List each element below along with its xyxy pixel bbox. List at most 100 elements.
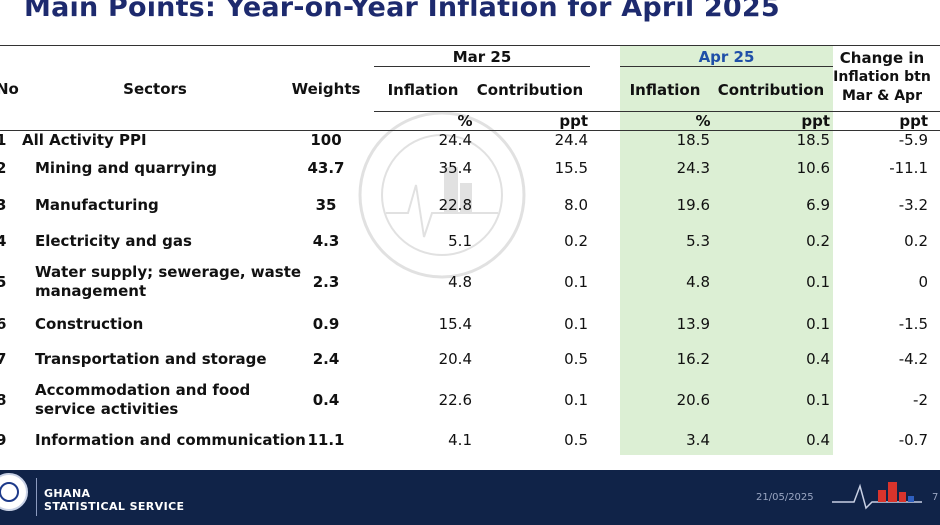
row-mar-inflation: 24.4 [438,131,472,149]
row-sector: Accommodation and food [35,381,251,399]
row-number: 2 [0,159,7,177]
row-sector: Water supply; sewerage, waste [35,263,302,281]
row-weight: 35 [315,196,337,214]
row-number: 8 [0,391,7,409]
row-apr-contribution: 10.6 [796,159,830,177]
pulse-bars-icon [832,482,922,510]
header-no: No [0,80,19,98]
row-weight: 43.7 [307,159,345,177]
header-mar-contribution: Contribution [476,81,584,99]
row-weight: 0.4 [312,391,340,409]
row-mar-inflation: 22.6 [438,391,472,409]
row-mar-inflation: 35.4 [438,159,472,177]
row-change: -0.7 [898,431,928,449]
apr-group-rule [620,66,833,67]
header-sectors: Sectors [123,80,187,98]
row-number: 1 [0,131,7,149]
row-apr-inflation: 19.6 [676,196,710,214]
row-number: 7 [0,350,7,368]
footer-page-number: 7 [932,492,939,503]
row-apr-inflation: 13.9 [676,315,710,333]
row-mar-contribution: 15.5 [554,159,588,177]
row-number: 5 [0,273,7,291]
header-top-rule [0,45,940,46]
row-change: 0 [918,273,928,291]
row-apr-inflation: 3.4 [686,431,710,449]
row-apr-inflation: 18.5 [676,131,710,149]
header-weights: Weights [291,80,361,98]
row-mar-contribution: 0.1 [564,391,588,409]
row-apr-contribution: 0.1 [806,315,830,333]
row-sector: Construction [35,315,144,333]
row-mar-contribution: 0.1 [564,315,588,333]
header-apr-contribution: Contribution [717,81,825,99]
row-sector: All Activity PPI [22,131,147,149]
row-sector: Electricity and gas [35,232,192,250]
unit-apr-pct: % [695,112,711,130]
header-apr: Apr 25 [620,48,833,66]
row-change: 0.2 [904,232,928,250]
row-weight: 4.3 [312,232,340,250]
row-number: 9 [0,431,7,449]
row-mar-contribution: 0.5 [564,350,588,368]
row-apr-contribution: 0.2 [806,232,830,250]
row-change: -1.5 [898,315,928,333]
row-weight: 100 [310,131,342,149]
row-sector: Information and communication [35,431,306,449]
row-apr-inflation: 4.8 [686,273,710,291]
row-apr-contribution: 0.4 [806,431,830,449]
row-weight: 11.1 [307,431,345,449]
row-mar-contribution: 24.4 [554,131,588,149]
row-mar-contribution: 0.5 [564,431,588,449]
row-number: 3 [0,196,7,214]
header-bottom-rule [0,130,940,131]
row-mar-inflation: 22.8 [438,196,472,214]
header-apr-label: Apr 25 [698,48,755,66]
apr-column-highlight [620,45,833,455]
row-apr-contribution: 0.1 [806,273,830,291]
row-mar-inflation: 20.4 [438,350,472,368]
header-change-line1: Change in [839,49,925,67]
row-apr-inflation: 20.6 [676,391,710,409]
unit-change-ppt: ppt [899,112,928,130]
row-mar-contribution: 8.0 [564,196,588,214]
row-apr-contribution: 18.5 [796,131,830,149]
row-weight: 0.9 [312,315,340,333]
row-mar-inflation: 4.8 [448,273,472,291]
unit-apr-ppt: ppt [801,112,830,130]
row-change: -2 [913,391,928,409]
row-weight: 2.3 [312,273,340,291]
row-change: -11.1 [889,159,928,177]
row-weight: 2.4 [312,350,340,368]
footer-brand-line2: STATISTICAL SERVICE [44,500,185,513]
row-mar-inflation: 4.1 [448,431,472,449]
mar-group-rule [374,66,590,67]
row-sector: service activities [35,400,179,418]
row-number: 4 [0,232,7,250]
row-apr-contribution: 0.4 [806,350,830,368]
row-number: 6 [0,315,7,333]
row-apr-contribution: 6.9 [806,196,830,214]
row-change: -4.2 [898,350,928,368]
row-mar-inflation: 15.4 [438,315,472,333]
header-mar: Mar 25 [452,48,512,66]
row-sector: management [35,282,147,300]
row-apr-inflation: 24.3 [676,159,710,177]
row-sector: Manufacturing [35,196,159,214]
units-rule [374,111,940,112]
row-apr-inflation: 5.3 [686,232,710,250]
footer-bar: GHANA STATISTICAL SERVICE 21/05/2025 7 [0,470,940,525]
header-apr-inflation: Inflation [629,81,701,99]
row-sector: Mining and quarrying [35,159,217,177]
footer-brand-line1: GHANA [44,487,91,500]
row-mar-contribution: 0.1 [564,273,588,291]
footer-divider [36,478,37,516]
header-change-line3: Mar & Apr [841,88,922,104]
ghana-statistical-service-logo-icon [0,473,28,511]
row-apr-contribution: 0.1 [806,391,830,409]
header-change-line2: Inflation btn [833,69,931,85]
statistical-service-watermark [358,111,526,279]
row-mar-inflation: 5.1 [448,232,472,250]
row-change: -5.9 [898,131,928,149]
unit-mar-ppt: ppt [559,112,588,130]
